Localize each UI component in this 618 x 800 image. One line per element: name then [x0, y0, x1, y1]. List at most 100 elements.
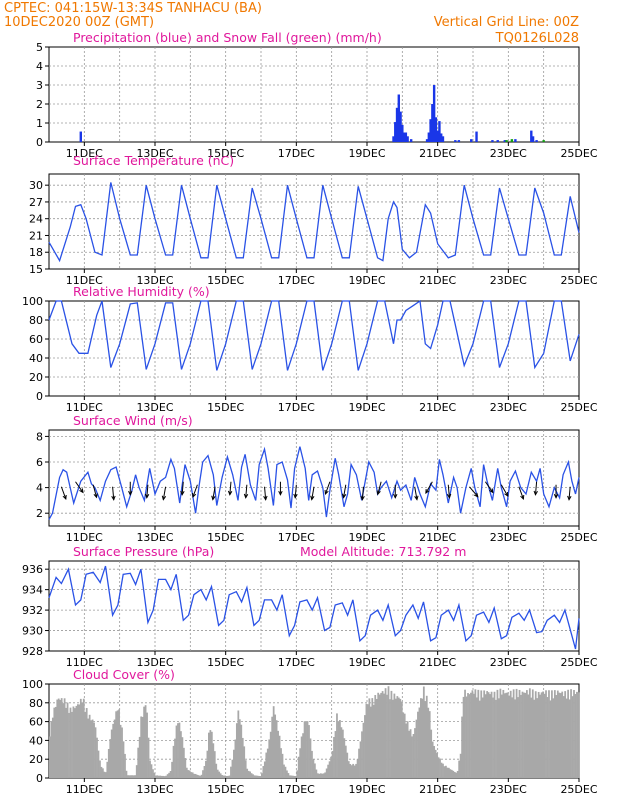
cloud-bar: [85, 708, 88, 778]
cloud-bar: [155, 775, 157, 778]
cloud-bar: [333, 736, 335, 778]
wind-arrow-head: [393, 493, 398, 499]
cloud-bar: [452, 770, 455, 778]
cloud-bar: [174, 738, 176, 778]
y-tick-label: 20: [29, 371, 43, 384]
cloud-bar: [59, 699, 62, 778]
cloud-bar: [291, 775, 294, 778]
cloud-bar: [570, 689, 572, 778]
cloud-bar: [188, 770, 191, 778]
cloud-bar: [297, 756, 300, 778]
cloud-bar: [228, 775, 231, 778]
cloud-bar: [343, 738, 346, 778]
x-tick-label: 15DEC: [207, 401, 244, 414]
cloud-bar: [367, 704, 369, 778]
cloud-bar: [71, 711, 73, 778]
cloud-bar: [530, 697, 533, 778]
cloud-bar: [149, 760, 151, 778]
cloud-bar: [339, 719, 341, 778]
cloud-bar: [283, 764, 285, 778]
cloud-bar: [567, 689, 569, 778]
cloud-bar: [337, 721, 340, 778]
wind-arrow: [377, 481, 382, 495]
cloud-bar: [153, 772, 156, 778]
cloud-bar: [571, 696, 574, 778]
wind-arrow-head: [520, 494, 525, 501]
cloud-bar: [390, 690, 393, 778]
precip-bar: [425, 139, 429, 142]
cloud-bar: [65, 707, 67, 778]
cloud-bar: [508, 695, 511, 778]
precip-bar: [454, 140, 457, 142]
y-tick-label: 930: [22, 625, 43, 638]
cloud-bar: [109, 739, 112, 778]
cloud-bar: [129, 775, 132, 778]
cloud-bar: [135, 765, 138, 778]
cloud-bar: [486, 691, 489, 778]
cloud-bar: [540, 692, 543, 778]
wind-arrow: [229, 481, 232, 495]
cloud-bar: [499, 688, 502, 778]
cloud-bar: [166, 774, 169, 778]
x-tick-label: 21DEC: [419, 656, 456, 669]
x-tick-label: 23DEC: [490, 531, 527, 544]
cloud-bar: [400, 701, 403, 778]
wind-arrow: [518, 486, 524, 500]
cloud-bar: [368, 698, 371, 778]
cloud-bar: [496, 689, 499, 778]
y-tick-label: 100: [22, 678, 43, 691]
cloud-bar: [208, 732, 210, 778]
cloud-bar: [221, 775, 224, 778]
station-title: CPTEC: 041:15W-13:34S TANHACU (BA): [4, 1, 262, 16]
cloud-bar: [415, 719, 418, 778]
cloud-bar: [224, 775, 226, 778]
x-tick-label: 17DEC: [278, 656, 315, 669]
x-tick-label: 19DEC: [348, 531, 385, 544]
cloud-bar: [356, 759, 359, 778]
cloud-bar: [500, 694, 503, 778]
wind-arrow: [245, 484, 248, 498]
cloud-bar: [235, 723, 238, 778]
cloud-bar: [305, 721, 307, 778]
cloud-bar: [241, 737, 244, 778]
wind-arrow-head: [489, 488, 494, 494]
cloud-bar: [218, 771, 221, 778]
cloud-bar: [561, 691, 564, 778]
cloud-bar: [269, 731, 272, 778]
cloud-bar: [565, 698, 568, 778]
cloud-bar: [156, 775, 159, 778]
x-tick-label: 15DEC: [207, 274, 244, 287]
wind-arrow-head: [425, 488, 430, 495]
cloud-bar: [272, 706, 275, 778]
cloud-bar: [464, 689, 466, 778]
cloud-bar: [315, 769, 318, 778]
cloud-bar: [74, 708, 76, 778]
y-tick-label: 21: [29, 229, 43, 242]
run-date: 10DEC2020 00Z (GMT): [4, 15, 154, 30]
cloud-bar: [275, 720, 278, 778]
wind-arrow-head: [324, 489, 329, 496]
cloud-bar: [124, 753, 126, 778]
y-tick-label: 4: [36, 60, 43, 73]
cloud-bar: [175, 725, 178, 778]
cloud-bar: [564, 691, 567, 778]
x-tick-label: 25DEC: [560, 531, 597, 544]
cloud-bar: [255, 775, 257, 778]
cloud-bar: [475, 697, 478, 778]
cloud-bar: [187, 770, 190, 778]
cloud-bar: [471, 690, 474, 778]
precip-bar: [397, 94, 400, 142]
precip-bar: [436, 130, 439, 142]
cloud-bar: [412, 733, 415, 778]
cloud-bar: [302, 733, 304, 778]
cloud-bar: [536, 698, 539, 778]
precip-bar: [402, 132, 406, 142]
cloud-bar: [562, 696, 565, 778]
x-tick-label: 25DEC: [560, 274, 597, 287]
cloud-bar: [498, 698, 500, 778]
cloud-bar: [103, 771, 106, 778]
cloud-bar: [359, 741, 362, 778]
cloud-bar: [361, 731, 363, 778]
panels: 0 1 2 3 4 5 11DEC 13DEC 15DEC 17DEC 19DEC 21DEC 23DE…: [22, 30, 598, 796]
cloud-bar: [206, 750, 209, 778]
